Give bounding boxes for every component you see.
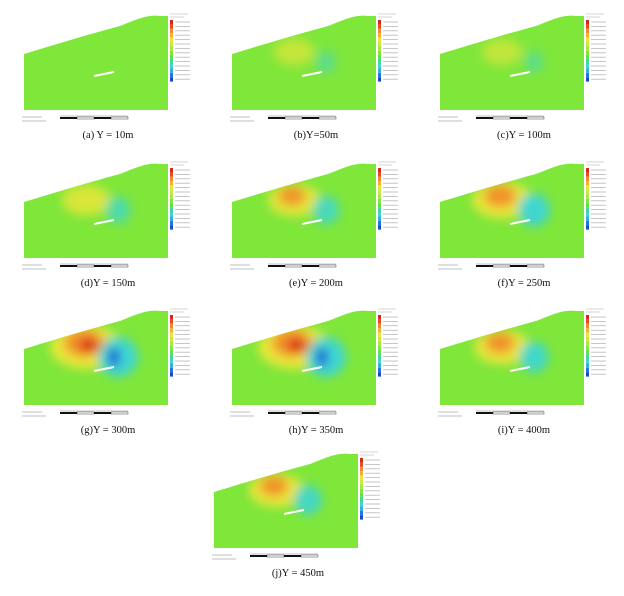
scale-bar (268, 263, 337, 268)
tunnel-line (283, 509, 305, 515)
caption-g: (g)Y = 300m (80, 425, 136, 436)
contour-plot-f (438, 161, 606, 270)
contour-plot-i (438, 308, 606, 417)
legend-colorbar (170, 161, 190, 230)
contour-plot-g (22, 308, 190, 417)
tunnel-line (93, 366, 115, 372)
caption-c: (c)Y = 100m (497, 130, 551, 141)
tunnel-line (301, 219, 323, 225)
contour-plot-j (212, 451, 380, 560)
panel-a: (a) Y = 10m (20, 8, 196, 150)
scale-bar (60, 263, 129, 268)
legend-colorbar (170, 308, 190, 377)
axis-triad (230, 264, 254, 270)
scale-bar (60, 115, 129, 120)
tunnel-line (301, 366, 323, 372)
legend-colorbar (360, 451, 380, 520)
scale-bar (268, 410, 337, 415)
panel-i: (i)Y = 400m (436, 303, 612, 445)
legend-colorbar (586, 308, 606, 377)
legend-colorbar (586, 13, 606, 82)
caption-h: (h)Y = 350m (288, 425, 344, 436)
contour-plot-d (22, 161, 190, 270)
axis-triad (230, 411, 254, 417)
caption-a: (a) Y = 10m (82, 130, 134, 141)
axis-triad (438, 264, 462, 270)
caption-b: (b)Y=50m (293, 130, 339, 141)
contour-plot-e (230, 161, 398, 270)
panel-d: (d)Y = 150m (20, 156, 196, 298)
legend-colorbar (378, 13, 398, 82)
scale-bar (476, 263, 545, 268)
axis-triad (22, 411, 46, 417)
axis-triad (22, 116, 46, 122)
axis-triad (22, 264, 46, 270)
contour-plot-h (230, 308, 398, 417)
tunnel-line (93, 71, 115, 77)
axis-triad (230, 116, 254, 122)
scale-bar (250, 553, 319, 558)
legend-colorbar (586, 161, 606, 230)
panel-j: (j)Y = 450m (210, 446, 386, 588)
tunnel-line (509, 71, 531, 77)
scale-bar (60, 410, 129, 415)
caption-i: (i)Y = 400m (497, 425, 551, 436)
caption-j: (j)Y = 450m (271, 568, 325, 579)
axis-triad (438, 411, 462, 417)
axis-triad (438, 116, 462, 122)
scale-bar (268, 115, 337, 120)
contour-plot-a (22, 13, 190, 122)
legend-colorbar (378, 308, 398, 377)
axis-triad (212, 554, 236, 560)
contour-plot-c (438, 13, 606, 122)
tunnel-line (509, 219, 531, 225)
scale-bar (476, 410, 545, 415)
panel-e: (e)Y = 200m (228, 156, 404, 298)
panel-b: (b)Y=50m (228, 8, 404, 150)
panel-f: (f)Y = 250m (436, 156, 612, 298)
contour-plot-b (230, 13, 398, 122)
panel-c: (c)Y = 100m (436, 8, 612, 150)
caption-e: (e)Y = 200m (289, 278, 343, 289)
scale-bar (476, 115, 545, 120)
legend-colorbar (378, 161, 398, 230)
tunnel-line (301, 71, 323, 77)
terrain-section (24, 15, 168, 110)
tunnel-line (93, 219, 115, 225)
caption-f: (f)Y = 250m (497, 278, 551, 289)
panel-h: (h)Y = 350m (228, 303, 404, 445)
caption-d: (d)Y = 150m (80, 278, 136, 289)
panel-g: (g)Y = 300m (20, 303, 196, 445)
tunnel-line (509, 366, 531, 372)
legend-colorbar (170, 13, 190, 82)
